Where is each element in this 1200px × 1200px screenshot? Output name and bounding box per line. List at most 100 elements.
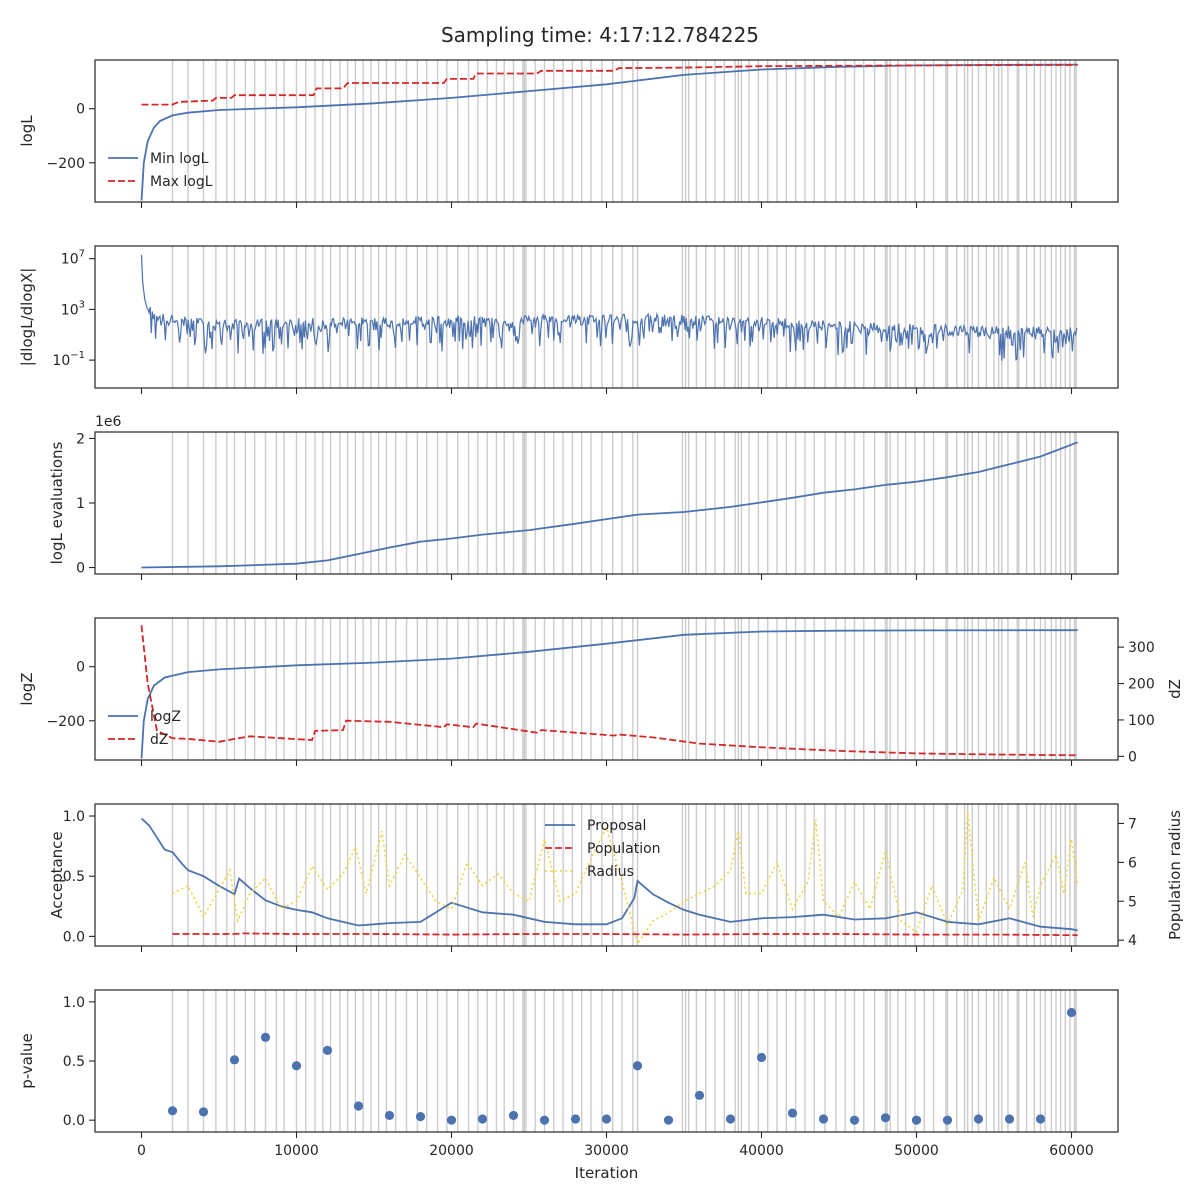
legend-label: Min logL: [150, 151, 209, 167]
scatter-point: [601, 1114, 612, 1124]
x-tick-label: 0: [137, 1143, 146, 1159]
series-line: [140, 254, 1078, 361]
scatter-point: [973, 1114, 984, 1124]
scatter-point: [353, 1101, 364, 1111]
scatter-point: [198, 1107, 209, 1117]
scatter-point: [787, 1108, 798, 1118]
y-tick-label: −200: [47, 156, 85, 172]
y-axis-label: logZ: [18, 672, 36, 705]
y-tick-label: 1.0: [63, 809, 85, 825]
y-axis-label: logL evaluations: [48, 441, 66, 564]
panel-logz: 0 −200 0 100 200 300 dZ logZ logZ dZ: [18, 617, 1184, 766]
scatter-point: [167, 1106, 178, 1116]
y-tick-label: −200: [47, 714, 85, 730]
x-tick-label: 40000: [739, 1143, 784, 1159]
series-line: [140, 625, 1078, 757]
series-line: [172, 811, 1079, 946]
plot-area-logl: [140, 60, 1078, 202]
x-axis-label: Iteration: [575, 1164, 639, 1182]
y-tick-label: 0: [76, 660, 85, 676]
panel-dlogl: 107 103 10−1 |dlogL/dlogX|: [18, 245, 1119, 394]
scatter-point: [570, 1114, 581, 1124]
panel-pvalue: 0.0 0.5 1.0 p-value 0 10000 20000 30000 40000 500…: [18, 989, 1119, 1182]
x-tick-label: 60000: [1049, 1143, 1094, 1159]
scatter-point: [849, 1115, 860, 1125]
legend-label: Max logL: [150, 174, 213, 190]
scatter-point: [477, 1114, 488, 1124]
plot-area-dlogl: [140, 246, 1078, 388]
scatter-point: [694, 1090, 705, 1100]
scatter-point: [446, 1115, 457, 1125]
series-line: [141, 441, 1079, 569]
scatter-point: [539, 1115, 550, 1125]
series-line: [141, 64, 1078, 106]
y-tick-label: 0: [76, 561, 85, 577]
x-tick-label: 30000: [584, 1143, 629, 1159]
y-tick-label: 2: [76, 431, 85, 447]
scatter-point: [725, 1114, 736, 1124]
plot-area-evals: [141, 432, 1079, 574]
legend-label: dZ: [150, 732, 168, 748]
y-tick-label: 0.0: [63, 929, 85, 945]
scatter-point: [384, 1110, 395, 1121]
scatter-point: [756, 1052, 767, 1063]
scatter-point: [632, 1061, 643, 1071]
y-right-tick-label: 7: [1128, 816, 1137, 832]
legend-label: Proposal: [587, 818, 646, 834]
y-tick-label: 1.0: [63, 995, 85, 1011]
y-tick-label: 0.0: [63, 1113, 85, 1129]
y-right-axis-label: Population radius: [1166, 810, 1184, 940]
scatter-point: [911, 1115, 922, 1125]
y-tick-label: 107: [61, 249, 85, 268]
scatter-point: [291, 1061, 302, 1071]
y-tick-label: 103: [61, 299, 85, 318]
y-tick-label: 10−1: [52, 350, 85, 369]
series-line: [140, 629, 1078, 759]
y-tick-label: 0.5: [63, 1054, 85, 1070]
series-line: [140, 817, 1078, 932]
y-right-tick-label: 100: [1128, 713, 1155, 729]
x-tick-label: 10000: [274, 1143, 319, 1159]
figure-title: Sampling time: 4:17:12.784225: [441, 23, 759, 47]
series-line: [172, 932, 1078, 937]
legend-label: logZ: [150, 709, 181, 725]
y-tick-label: 1: [76, 496, 85, 512]
scatter-point: [1066, 1007, 1077, 1018]
y-tick-label: 0.5: [63, 869, 85, 885]
plot-area-pvalue: [167, 990, 1077, 1132]
legend-label: Population: [587, 841, 661, 857]
scatter-point: [880, 1113, 891, 1123]
y-axis-label: |dlogL/dlogX|: [18, 268, 36, 367]
x-tick-label: 50000: [894, 1143, 939, 1159]
y-right-tick-label: 6: [1128, 855, 1137, 871]
y-right-tick-label: 200: [1128, 677, 1155, 693]
legend-label: Radius: [587, 864, 634, 880]
y-right-tick-label: 0: [1128, 749, 1137, 765]
panel-logl: 0 −200 logL Min logL Max logL: [18, 59, 1119, 208]
y-right-axis-label: dZ: [1166, 679, 1184, 699]
scatter-point: [322, 1045, 333, 1055]
scatter-point: [260, 1032, 271, 1042]
scatter-point: [818, 1114, 829, 1124]
offset-text: 1e6: [95, 414, 122, 430]
y-right-tick-label: 300: [1128, 640, 1155, 656]
scatter-point: [942, 1115, 953, 1125]
y-axis-label: Acceptance: [48, 831, 66, 918]
scatter-point: [508, 1110, 519, 1121]
y-right-tick-label: 5: [1128, 894, 1137, 910]
y-tick-label: 0: [76, 102, 85, 118]
scatter-point: [1004, 1114, 1015, 1124]
panel-accept: 0.0 0.5 1.0 4 5 6 7 Population radius Acceptance…: [48, 803, 1184, 952]
y-axis-label: logL: [18, 115, 36, 147]
plot-area-accept: [140, 804, 1079, 946]
series-line: [140, 63, 1078, 201]
y-right-tick-label: 4: [1128, 933, 1137, 949]
scatter-point: [1035, 1114, 1046, 1124]
panel-evals: 0 1 2 logL evaluations 1e6: [48, 414, 1119, 580]
y-axis-label: p-value: [18, 1033, 36, 1089]
scatter-point: [415, 1112, 426, 1122]
scatter-point: [663, 1115, 674, 1125]
scatter-point: [229, 1055, 240, 1065]
plot-area-logz: [140, 618, 1078, 760]
